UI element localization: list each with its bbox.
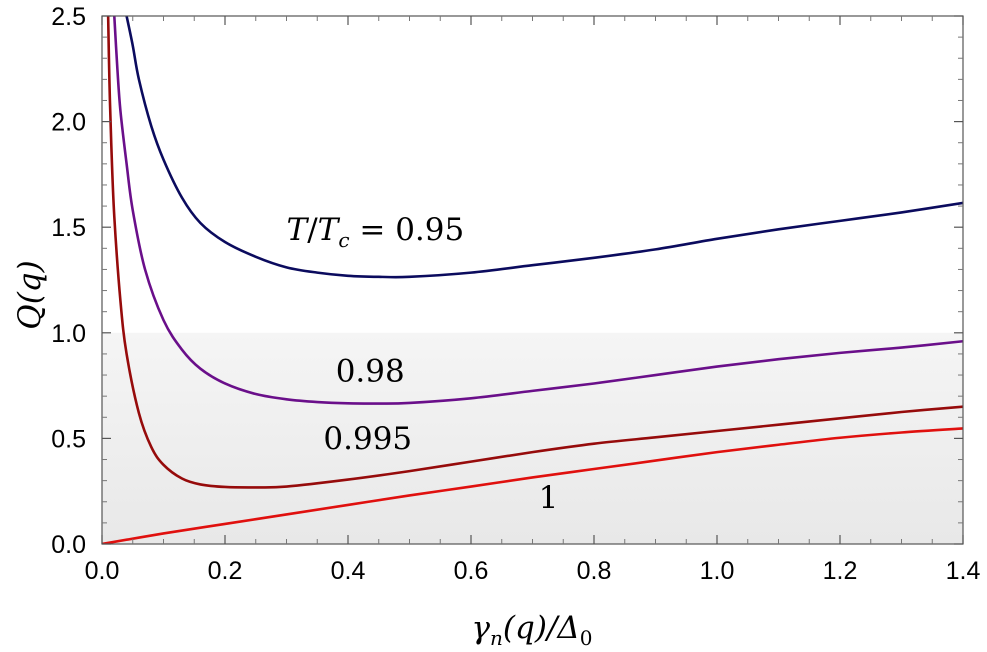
x-tick-label: 1.2 [823,557,858,585]
y-axis-title: Q(q) [12,260,48,329]
plot-area [102,332,963,544]
axis-ticks [101,15,964,545]
x-tick-label: 0.2 [208,557,243,585]
y-tick-label: 0.5 [51,425,86,453]
curve-label-3: 1 [539,480,559,516]
x-tick-label: 0.6 [454,557,489,585]
curve-labels: T/Tc = 0.95 0.98 0.995 1 [287,212,559,516]
y-tick-label: 1.0 [51,320,86,348]
x-tick-label: 0.0 [85,557,120,585]
shaded-region [102,332,963,544]
series-line-2 [106,16,963,489]
curves [102,16,963,544]
curve-label-0: T/Tc = 0.95 [287,212,465,252]
x-tick-label: 0.4 [331,557,366,585]
x-tick-label: 1.0 [700,557,735,585]
curve-label-1: 0.98 [336,353,405,389]
y-tick-label: 2.0 [51,109,86,137]
x-tick-label: 1.4 [946,557,981,585]
curve-label-2: 0.995 [323,421,412,457]
series-line-0 [125,16,963,279]
y-tick-label: 2.5 [51,3,86,31]
axis-tick-labels: 0.0 0.2 0.4 0.6 0.8 1.0 1.2 1.4 0.0 0.5 1.0 1.5 2.0 2… [51,3,980,585]
series-line-1 [113,16,963,405]
x-tick-label: 0.8 [577,557,612,585]
x-axis-title: γn(q)/Δ0 [471,610,592,650]
y-tick-label: 1.5 [51,214,86,242]
y-tick-label: 0.0 [51,531,86,559]
series-line-3 [102,427,963,544]
